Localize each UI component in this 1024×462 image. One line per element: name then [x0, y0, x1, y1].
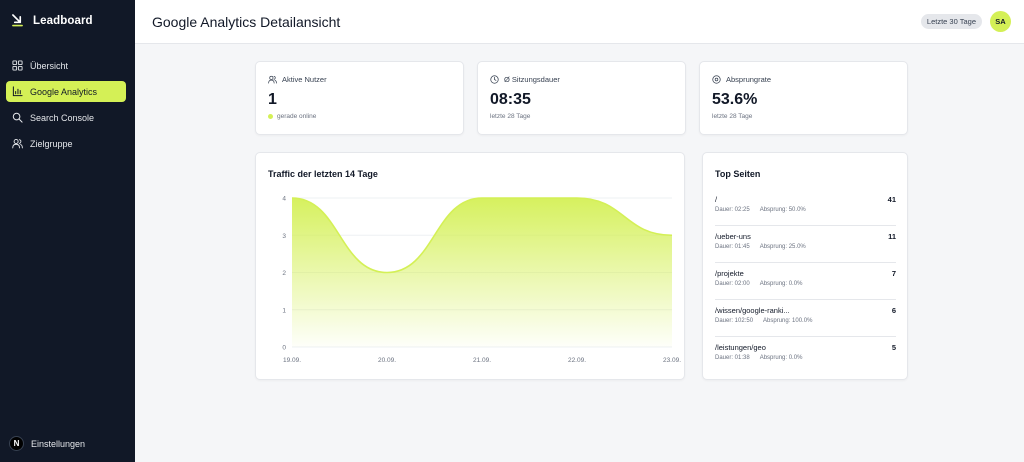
settings-label: Einstellungen: [31, 438, 86, 449]
stat-sub: gerade online: [268, 113, 316, 120]
stat-value: 1: [268, 91, 277, 108]
table-row[interactable]: /ueber-uns 11 Dauer: 01:45 Absprung: 25.0%: [715, 226, 896, 263]
page-path[interactable]: /ueber-uns: [715, 232, 751, 241]
stat-label-text: Absprungrate: [726, 75, 772, 84]
sidebar-item-label: Google Analytics: [30, 86, 98, 97]
x-tick-label: 21.09.: [473, 357, 491, 364]
download-arrow-icon: [12, 14, 23, 27]
stat-label: Absprungrate: [712, 75, 771, 84]
sidebar-item-label: Zielgruppe: [30, 138, 73, 149]
page-duration: Dauer: 02:00: [715, 281, 750, 287]
brand-name: Leadboard: [33, 14, 93, 27]
page-meta: Dauer: 01:38 Absprung: 0.0%: [715, 355, 802, 361]
x-tick-label: 19.09.: [283, 357, 301, 364]
table-row[interactable]: /projekte 7 Dauer: 02:00 Absprung: 0.0%: [715, 263, 896, 300]
stat-sub: letzte 28 Tage: [712, 113, 752, 120]
page-meta: Dauer: 02:00 Absprung: 0.0%: [715, 281, 802, 287]
page-count: 6: [891, 306, 896, 315]
stat-card-bounce-rate: Absprungrate 53.6% letzte 28 Tage: [699, 61, 908, 135]
page-bounce: Absprung: 50.0%: [759, 207, 806, 213]
page-bounce: Absprung: 25.0%: [759, 244, 806, 250]
stat-label-text: Aktive Nutzer: [282, 75, 327, 84]
stat-sub: letzte 28 Tage: [490, 113, 530, 120]
settings-button[interactable]: N Einstellungen: [9, 436, 85, 451]
sidebar-nav: Übersicht Google Analytics Search Consol…: [6, 55, 126, 159]
y-tick-label: 4: [282, 196, 286, 203]
page-count: 41: [887, 195, 896, 204]
page-path[interactable]: /leistungen/geo: [715, 343, 766, 352]
avatar[interactable]: SA: [990, 11, 1011, 32]
page-meta: Dauer: 102:50 Absprung: 100.0%: [715, 318, 812, 324]
stat-value: 53.6%: [712, 91, 758, 108]
page-path[interactable]: /: [715, 195, 718, 204]
bar-chart-icon: [12, 86, 23, 97]
y-tick-label: 1: [282, 307, 286, 314]
table-row[interactable]: /wissen/google-ranki... 6 Dauer: 102:50 Abs…: [715, 300, 896, 337]
traffic-chart-title: Traffic der letzten 14 Tage: [268, 169, 378, 179]
page-meta: Dauer: 01:45 Absprung: 25.0%: [715, 244, 806, 250]
table-row[interactable]: /leistungen/geo 5 Dauer: 01:38 Absprung: 0.…: [715, 337, 896, 374]
traffic-chart-card: Traffic der letzten 14 Tage 0 1 2 3 4 19.09. 2…: [255, 152, 685, 380]
sidebar: Leadboard Übersicht Google Analytics Sea…: [0, 0, 135, 462]
page-title: Google Analytics Detailansicht: [152, 14, 341, 30]
online-dot-icon: [268, 114, 273, 119]
page-bounce: Absprung: 100.0%: [763, 318, 813, 324]
page-count: 7: [891, 269, 896, 278]
stat-label: Ø Sitzungsdauer: [490, 75, 560, 84]
x-tick-label: 20.09.: [378, 357, 396, 364]
top-pages-title: Top Seiten: [715, 169, 761, 179]
grid-icon: [12, 60, 23, 71]
x-tick-label: 22.09.: [568, 357, 586, 364]
stat-card-session-duration: Ø Sitzungsdauer 08:35 letzte 28 Tage: [477, 61, 686, 135]
brand[interactable]: Leadboard: [12, 14, 93, 27]
traffic-series-line: [291, 197, 673, 274]
search-icon: [12, 112, 23, 123]
x-tick-label: 23.09.: [663, 357, 681, 364]
stat-sub-text: letzte 28 Tage: [490, 113, 531, 120]
top-pages-list: / 41 Dauer: 02:25 Absprung: 50.0% /ueber-uns…: [715, 189, 896, 374]
stat-sub-text: letzte 28 Tage: [712, 113, 753, 120]
sidebar-item-search-console[interactable]: Search Console: [6, 107, 126, 128]
settings-badge: N: [9, 436, 24, 451]
target-icon: [712, 75, 721, 84]
y-tick-label: 2: [282, 270, 286, 277]
sidebar-item-label: Übersicht: [30, 60, 69, 71]
table-row[interactable]: / 41 Dauer: 02:25 Absprung: 50.0%: [715, 189, 896, 226]
stat-label: Aktive Nutzer: [268, 75, 327, 84]
page-duration: Dauer: 01:38: [715, 355, 750, 361]
stat-card-active-users: Aktive Nutzer 1 gerade online: [255, 61, 464, 135]
page-meta: Dauer: 02:25 Absprung: 50.0%: [715, 207, 806, 213]
header: Google Analytics Detailansicht Letzte 30…: [135, 0, 1024, 44]
date-range-button[interactable]: Letzte 30 Tage: [920, 14, 982, 29]
clock-icon: [490, 75, 499, 84]
y-tick-label: 0: [282, 345, 286, 352]
stat-sub-text: gerade online: [277, 113, 317, 120]
sidebar-item-uebersicht[interactable]: Übersicht: [6, 55, 126, 76]
sidebar-item-zielgruppe[interactable]: Zielgruppe: [6, 133, 126, 154]
stat-value: 08:35: [490, 91, 531, 108]
stat-label-text: Ø Sitzungsdauer: [504, 75, 560, 84]
page-path[interactable]: /wissen/google-ranki...: [715, 306, 790, 315]
users-icon: [12, 139, 23, 149]
page-count: 5: [891, 343, 896, 352]
top-pages-card: Top Seiten / 41 Dauer: 02:25 Absprung: 50.0…: [702, 152, 908, 380]
page-duration: Dauer: 02:25: [715, 207, 750, 213]
sidebar-item-label: Search Console: [30, 112, 95, 123]
traffic-chart: 0 1 2 3 4 19.09. 20.09. 21.09. 22.09. 23.09.: [282, 196, 681, 365]
page-bounce: Absprung: 0.0%: [759, 281, 803, 287]
page-duration: Dauer: 01:45: [715, 244, 750, 250]
page-path[interactable]: /projekte: [715, 269, 744, 278]
traffic-area: [292, 198, 672, 347]
users-icon: [268, 75, 277, 84]
page-count: 11: [888, 232, 896, 241]
page-bounce: Absprung: 0.0%: [759, 355, 803, 361]
sidebar-item-google-analytics[interactable]: Google Analytics: [6, 81, 126, 102]
y-tick-label: 3: [282, 233, 286, 240]
page-duration: Dauer: 102:50: [715, 318, 754, 324]
